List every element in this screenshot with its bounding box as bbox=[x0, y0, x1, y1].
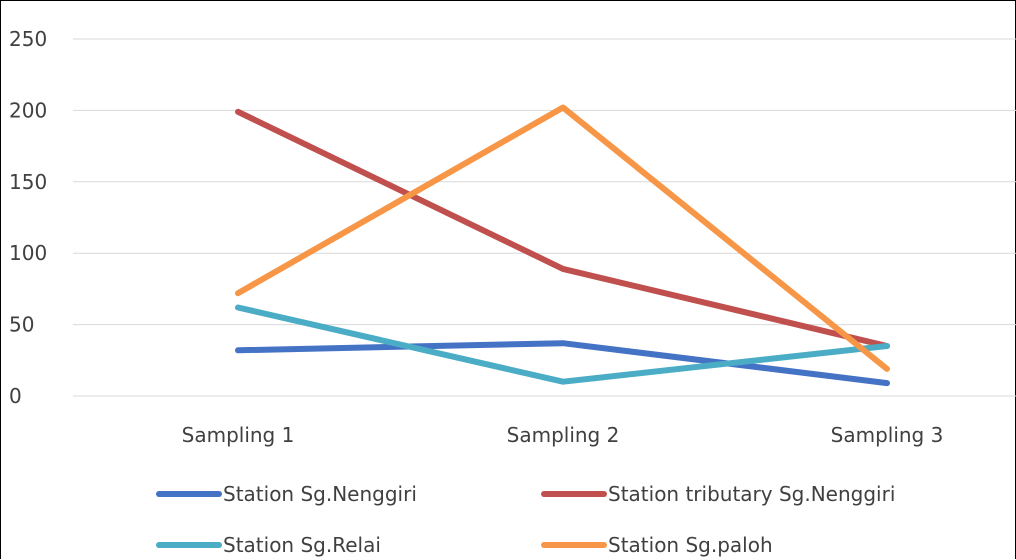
legend-label-2: Station tributary Sg.Nenggiri bbox=[608, 482, 895, 506]
y-axis-ticks: 0 50 100 150 200 250 bbox=[9, 27, 47, 408]
x-tick-label: Sampling 2 bbox=[507, 423, 620, 447]
series-lines bbox=[238, 108, 887, 384]
y-tick-label: 250 bbox=[9, 27, 47, 51]
x-tick-label: Sampling 1 bbox=[182, 423, 295, 447]
legend-label-3: Station Sg.Relai bbox=[223, 533, 381, 557]
legend-label-4: Station Sg.paloh bbox=[608, 533, 773, 557]
y-tick-label: 0 bbox=[9, 384, 22, 408]
legend-label-1: Station Sg.Nenggiri bbox=[223, 482, 417, 506]
series-line-2 bbox=[238, 112, 887, 346]
y-tick-label: 50 bbox=[9, 313, 34, 337]
y-tick-label: 100 bbox=[9, 241, 47, 265]
y-tick-label: 150 bbox=[9, 170, 47, 194]
x-tick-label: Sampling 3 bbox=[831, 423, 944, 447]
y-tick-label: 200 bbox=[9, 98, 47, 122]
legend: Station Sg.Nenggiri Station tributary Sg.… bbox=[159, 482, 895, 557]
series-line-1 bbox=[238, 343, 887, 383]
x-axis-ticks: Sampling 1 Sampling 2 Sampling 3 bbox=[182, 423, 944, 447]
